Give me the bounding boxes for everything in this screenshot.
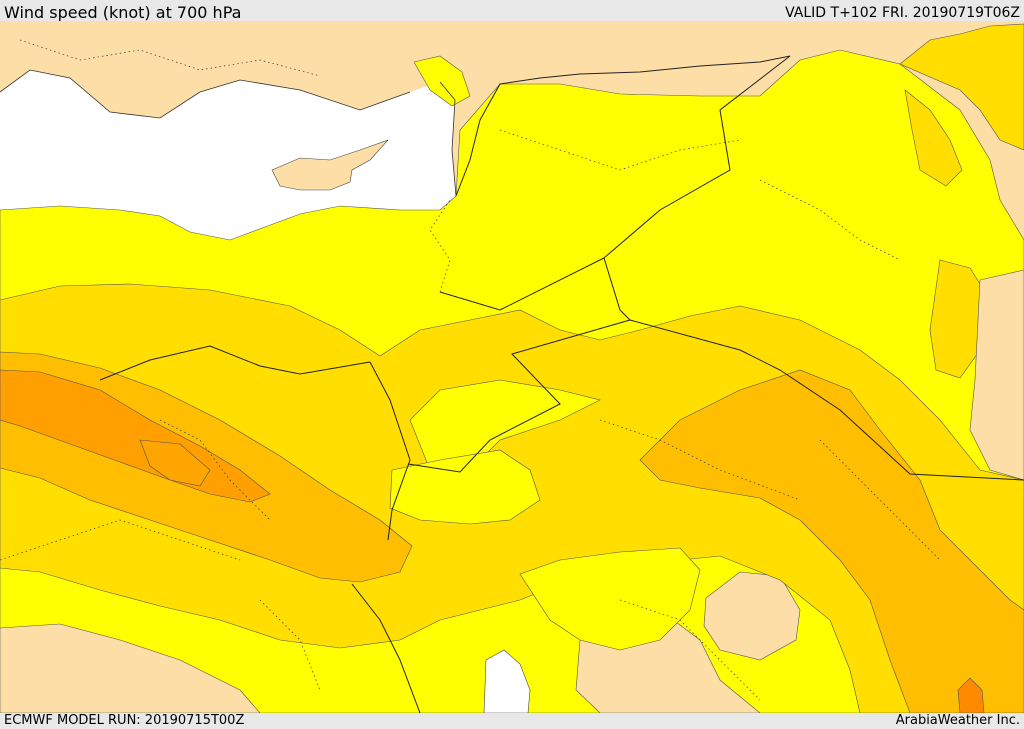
wind-speed-map [0, 21, 1024, 713]
wind-band-3-arabia [639, 369, 1024, 713]
land-low-wind-sw [0, 623, 261, 713]
land-low-wind-ksa [703, 571, 801, 661]
model-run: ECMWF MODEL RUN: 20190715T00Z [4, 713, 245, 728]
credit-text: ArabiaWeather Inc. [895, 713, 1020, 728]
wind-band-2-east [929, 259, 991, 379]
wind-band-2-iraq [904, 89, 963, 187]
valid-time: VALID T+102 FRI. 20190719T06Z [785, 5, 1020, 21]
wind-band-4-south [957, 677, 985, 713]
land-low-wind-east [969, 269, 1024, 481]
coastlines [0, 69, 457, 197]
wind-band-1-sinai [389, 449, 541, 525]
wind-band-4-core [139, 439, 211, 487]
country-borders [99, 55, 1024, 713]
wind-band-1-north [413, 55, 471, 107]
map-title: Wind speed (knot) at 700 hPa [4, 3, 242, 22]
cyprus-island [271, 139, 389, 191]
wind-band-1-arabia [519, 547, 701, 651]
province-borders [0, 39, 941, 701]
red-sea [483, 649, 531, 713]
wind-band-2-ne [899, 23, 1024, 151]
